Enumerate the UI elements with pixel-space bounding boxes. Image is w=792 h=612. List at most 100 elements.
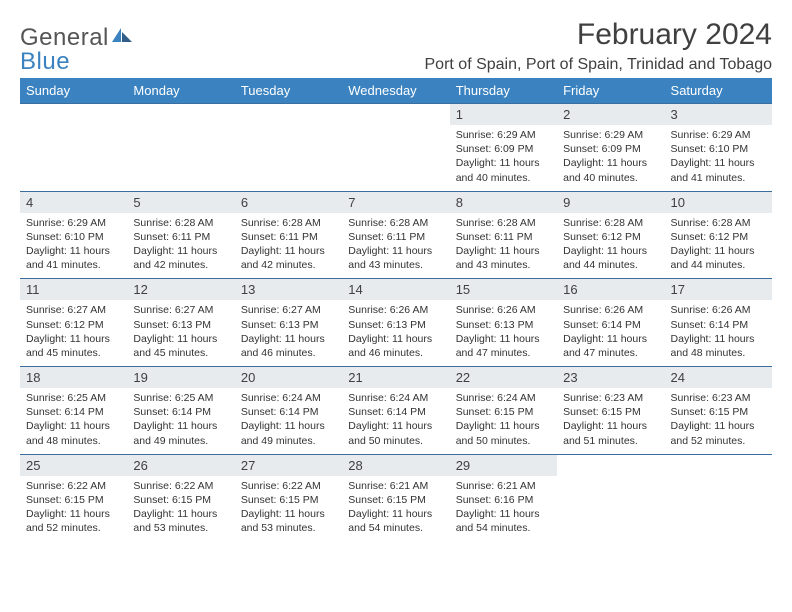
daylight-text: Daylight: 11 hours and 52 minutes. — [26, 507, 121, 535]
sunset-text: Sunset: 6:12 PM — [26, 318, 121, 332]
sunrise-text: Sunrise: 6:27 AM — [133, 303, 228, 317]
sunset-text: Sunset: 6:14 PM — [563, 318, 658, 332]
day-detail: Sunrise: 6:27 AMSunset: 6:13 PMDaylight:… — [235, 300, 342, 366]
sunrise-text: Sunrise: 6:24 AM — [456, 391, 551, 405]
weekday-header: Saturday — [665, 78, 772, 104]
daylight-text: Daylight: 11 hours and 40 minutes. — [563, 156, 658, 184]
sunset-text: Sunset: 6:15 PM — [671, 405, 766, 419]
sunrise-text: Sunrise: 6:28 AM — [671, 216, 766, 230]
sunset-text: Sunset: 6:09 PM — [563, 142, 658, 156]
sunrise-text: Sunrise: 6:22 AM — [133, 479, 228, 493]
day-detail: Sunrise: 6:25 AMSunset: 6:14 PMDaylight:… — [127, 388, 234, 454]
daylight-text: Daylight: 11 hours and 49 minutes. — [241, 419, 336, 447]
day-detail: Sunrise: 6:27 AMSunset: 6:12 PMDaylight:… — [20, 300, 127, 366]
day-detail: Sunrise: 6:24 AMSunset: 6:15 PMDaylight:… — [450, 388, 557, 454]
detail-row: Sunrise: 6:29 AMSunset: 6:10 PMDaylight:… — [20, 213, 772, 279]
sunrise-text: Sunrise: 6:28 AM — [348, 216, 443, 230]
daylight-text: Daylight: 11 hours and 43 minutes. — [348, 244, 443, 272]
sunset-text: Sunset: 6:13 PM — [133, 318, 228, 332]
logo: General Blue — [20, 18, 133, 74]
sunset-text: Sunset: 6:12 PM — [563, 230, 658, 244]
day-detail: Sunrise: 6:29 AMSunset: 6:09 PMDaylight:… — [557, 125, 664, 191]
location-text: Port of Spain, Port of Spain, Trinidad a… — [425, 56, 773, 74]
day-detail — [342, 125, 449, 191]
sunrise-text: Sunrise: 6:28 AM — [456, 216, 551, 230]
daylight-text: Daylight: 11 hours and 41 minutes. — [26, 244, 121, 272]
sunrise-text: Sunrise: 6:21 AM — [348, 479, 443, 493]
daylight-text: Daylight: 11 hours and 46 minutes. — [348, 332, 443, 360]
daylight-text: Daylight: 11 hours and 51 minutes. — [563, 419, 658, 447]
day-number: 21 — [342, 367, 449, 389]
daynum-row: 11121314151617 — [20, 279, 772, 301]
sunset-text: Sunset: 6:12 PM — [671, 230, 766, 244]
daylight-text: Daylight: 11 hours and 53 minutes. — [241, 507, 336, 535]
day-detail: Sunrise: 6:28 AMSunset: 6:11 PMDaylight:… — [450, 213, 557, 279]
daylight-text: Daylight: 11 hours and 52 minutes. — [671, 419, 766, 447]
daynum-row: 18192021222324 — [20, 367, 772, 389]
sunset-text: Sunset: 6:16 PM — [456, 493, 551, 507]
sunrise-text: Sunrise: 6:29 AM — [671, 128, 766, 142]
day-number: 11 — [20, 279, 127, 301]
day-number: 12 — [127, 279, 234, 301]
day-number — [557, 454, 664, 476]
day-detail: Sunrise: 6:22 AMSunset: 6:15 PMDaylight:… — [20, 476, 127, 542]
daylight-text: Daylight: 11 hours and 43 minutes. — [456, 244, 551, 272]
day-number: 18 — [20, 367, 127, 389]
weekday-header: Thursday — [450, 78, 557, 104]
day-number: 22 — [450, 367, 557, 389]
sunrise-text: Sunrise: 6:26 AM — [456, 303, 551, 317]
sunrise-text: Sunrise: 6:27 AM — [241, 303, 336, 317]
sunset-text: Sunset: 6:15 PM — [456, 405, 551, 419]
sunset-text: Sunset: 6:11 PM — [456, 230, 551, 244]
sunset-text: Sunset: 6:14 PM — [241, 405, 336, 419]
detail-row: Sunrise: 6:22 AMSunset: 6:15 PMDaylight:… — [20, 476, 772, 542]
sunrise-text: Sunrise: 6:28 AM — [133, 216, 228, 230]
day-detail — [235, 125, 342, 191]
daylight-text: Daylight: 11 hours and 54 minutes. — [348, 507, 443, 535]
day-detail: Sunrise: 6:25 AMSunset: 6:14 PMDaylight:… — [20, 388, 127, 454]
day-detail: Sunrise: 6:28 AMSunset: 6:12 PMDaylight:… — [665, 213, 772, 279]
detail-row: Sunrise: 6:29 AMSunset: 6:09 PMDaylight:… — [20, 125, 772, 191]
sunset-text: Sunset: 6:15 PM — [348, 493, 443, 507]
day-number: 27 — [235, 454, 342, 476]
sunrise-text: Sunrise: 6:22 AM — [241, 479, 336, 493]
day-number — [665, 454, 772, 476]
day-detail: Sunrise: 6:28 AMSunset: 6:11 PMDaylight:… — [127, 213, 234, 279]
sunrise-text: Sunrise: 6:27 AM — [26, 303, 121, 317]
detail-row: Sunrise: 6:25 AMSunset: 6:14 PMDaylight:… — [20, 388, 772, 454]
day-detail: Sunrise: 6:27 AMSunset: 6:13 PMDaylight:… — [127, 300, 234, 366]
detail-row: Sunrise: 6:27 AMSunset: 6:12 PMDaylight:… — [20, 300, 772, 366]
day-number: 19 — [127, 367, 234, 389]
sunset-text: Sunset: 6:15 PM — [563, 405, 658, 419]
day-number: 25 — [20, 454, 127, 476]
logo-sail-icon — [111, 26, 133, 50]
day-detail: Sunrise: 6:26 AMSunset: 6:14 PMDaylight:… — [557, 300, 664, 366]
sunrise-text: Sunrise: 6:29 AM — [456, 128, 551, 142]
sunset-text: Sunset: 6:09 PM — [456, 142, 551, 156]
day-number: 4 — [20, 191, 127, 213]
day-detail: Sunrise: 6:24 AMSunset: 6:14 PMDaylight:… — [342, 388, 449, 454]
sunrise-text: Sunrise: 6:24 AM — [348, 391, 443, 405]
day-number — [20, 104, 127, 126]
sunrise-text: Sunrise: 6:25 AM — [26, 391, 121, 405]
sunrise-text: Sunrise: 6:24 AM — [241, 391, 336, 405]
day-detail: Sunrise: 6:22 AMSunset: 6:15 PMDaylight:… — [127, 476, 234, 542]
sunset-text: Sunset: 6:14 PM — [26, 405, 121, 419]
day-number — [127, 104, 234, 126]
sunset-text: Sunset: 6:15 PM — [133, 493, 228, 507]
sunset-text: Sunset: 6:14 PM — [348, 405, 443, 419]
day-number: 8 — [450, 191, 557, 213]
daylight-text: Daylight: 11 hours and 44 minutes. — [563, 244, 658, 272]
day-number: 23 — [557, 367, 664, 389]
daynum-row: 45678910 — [20, 191, 772, 213]
logo-text-blue: Blue — [20, 48, 70, 75]
day-number: 26 — [127, 454, 234, 476]
sunrise-text: Sunrise: 6:26 AM — [348, 303, 443, 317]
calendar-table: Sunday Monday Tuesday Wednesday Thursday… — [20, 78, 772, 541]
day-number: 7 — [342, 191, 449, 213]
day-detail: Sunrise: 6:23 AMSunset: 6:15 PMDaylight:… — [557, 388, 664, 454]
day-detail: Sunrise: 6:26 AMSunset: 6:13 PMDaylight:… — [342, 300, 449, 366]
day-number: 16 — [557, 279, 664, 301]
sunrise-text: Sunrise: 6:21 AM — [456, 479, 551, 493]
day-detail: Sunrise: 6:21 AMSunset: 6:15 PMDaylight:… — [342, 476, 449, 542]
